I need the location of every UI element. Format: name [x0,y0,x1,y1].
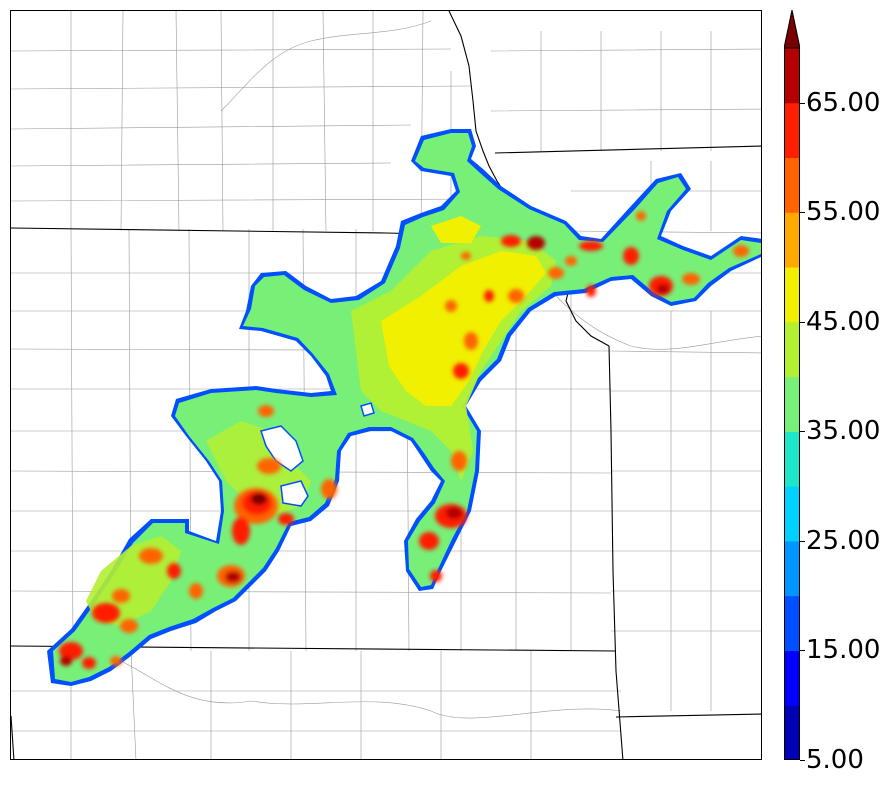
colorbar-tick-label: 5.00 [806,745,864,775]
colorbar-graphic [783,9,801,761]
colorbar-tick [800,102,805,104]
colorbar-band [784,48,800,104]
colorbar-extend-arrow [783,9,801,49]
colorbar [783,9,801,761]
colorbar-band [784,376,800,432]
colorbar-band [784,431,800,487]
colorbar-band [784,267,800,323]
colorbar-tick [800,540,805,542]
colorbar-band [784,650,800,706]
colorbar-band [784,102,800,159]
intense-cells [59,211,749,669]
colorbar-tick-label: 15.00 [806,635,881,666]
map-panel [10,10,762,760]
colorbar-band [784,486,800,542]
colorbar-band [784,540,800,597]
precip-level-45 [381,251,546,406]
colorbar-tick [800,760,805,761]
colorbar-outline [784,47,800,760]
colorbar-tick-label: 55.00 [806,197,881,228]
colorbar-tick-label: 35.00 [806,416,881,447]
colorbar-band [784,321,800,378]
precip-field [47,129,761,686]
colorbar-band [784,212,800,268]
colorbar-tick-label: 65.00 [806,87,881,118]
colorbar-tick [800,431,805,433]
colorbar-tick [800,321,805,323]
colorbar-tick [800,212,805,214]
map-canvas [11,11,761,759]
colorbar-band [784,157,800,213]
colorbar-band [784,705,800,761]
colorbar-tick-label: 45.00 [806,306,881,337]
colorbar-tick [800,650,805,652]
colorbar-band [784,595,800,651]
colorbar-tick-label: 25.00 [806,525,881,556]
